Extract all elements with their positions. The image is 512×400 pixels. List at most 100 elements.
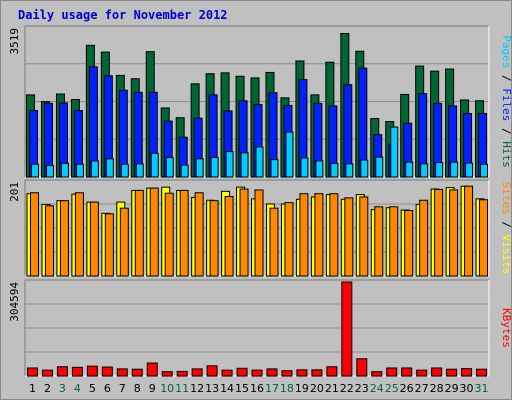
day-label: 23 — [355, 382, 369, 395]
bar-sites — [374, 206, 384, 277]
day-label: 16 — [250, 382, 264, 395]
day-label: 24 — [370, 382, 384, 395]
bar-sites — [44, 205, 54, 277]
day-label: 28 — [430, 382, 444, 395]
day-label: 26 — [400, 382, 414, 395]
legend-part: Visits — [500, 235, 512, 275]
legend-part: / — [500, 215, 512, 235]
bar-sites — [434, 188, 444, 277]
day-label: 5 — [89, 382, 96, 395]
legend-part: Pages — [500, 35, 512, 68]
day-label: 29 — [445, 382, 459, 395]
day-label: 1 — [29, 382, 36, 395]
day-label: 13 — [205, 382, 219, 395]
bar-pages — [45, 165, 54, 178]
bar-kbytes — [281, 370, 293, 377]
day-label: 10 — [160, 382, 174, 395]
day-label: 6 — [104, 382, 111, 395]
bar-files — [343, 84, 353, 178]
bar-pages — [105, 158, 114, 178]
legend-label-2: Sites / Visits — [500, 182, 512, 275]
bar-pages — [360, 159, 369, 178]
bar-sites — [149, 187, 159, 277]
day-label: 4 — [74, 382, 81, 395]
bar-kbytes — [161, 371, 173, 377]
legend-part: / — [500, 121, 512, 141]
bar-sites — [419, 199, 429, 277]
bar-pages — [270, 159, 279, 178]
ymax-label-1: 3519 — [8, 28, 21, 55]
bar-pages — [330, 162, 339, 178]
bar-sites — [464, 185, 474, 277]
bar-kbytes — [371, 371, 383, 377]
bar-pages — [210, 157, 219, 178]
bar-sites — [30, 192, 39, 277]
bar-kbytes — [311, 369, 323, 377]
bar-pages — [345, 163, 354, 178]
bar-kbytes — [476, 368, 488, 377]
bar-pages — [225, 151, 234, 178]
bar-sites — [104, 213, 114, 277]
day-label: 2 — [44, 382, 51, 395]
ymax-label-2: 201 — [8, 182, 21, 202]
bar-kbytes — [461, 368, 473, 377]
bar-kbytes — [416, 369, 428, 377]
bar-sites — [209, 200, 219, 277]
day-label: 30 — [460, 382, 474, 395]
bar-sites — [239, 188, 249, 277]
bar-pages — [75, 163, 84, 178]
bar-kbytes — [431, 367, 443, 377]
bar-kbytes — [176, 370, 188, 377]
bar-sites — [74, 192, 84, 277]
bar-kbytes — [71, 366, 83, 377]
chart-title: Daily usage for November 2012 — [18, 8, 228, 22]
legend-label-1: Pages / Files / Hits — [500, 35, 512, 168]
bar-pages — [240, 152, 249, 178]
bar-sites — [359, 196, 369, 277]
bar-sites — [59, 200, 69, 277]
legend-part: / — [500, 68, 512, 88]
bar-sites — [314, 193, 324, 277]
bar-kbytes — [341, 281, 353, 377]
day-label: 15 — [235, 382, 249, 395]
bar-kbytes — [191, 368, 203, 377]
bar-pages — [120, 163, 129, 178]
bar-kbytes — [266, 368, 278, 377]
ymax-label-3: 304594 — [8, 282, 21, 322]
bar-sites — [269, 207, 279, 277]
bar-sites — [194, 192, 204, 277]
bar-pages — [255, 146, 264, 178]
day-label: 31 — [475, 382, 489, 395]
bar-pages — [300, 157, 309, 178]
bar-pages — [285, 131, 294, 178]
bar-kbytes — [146, 362, 158, 377]
bar-pages — [195, 158, 204, 178]
bar-sites — [224, 195, 234, 277]
day-label: 11 — [175, 382, 189, 395]
day-label: 25 — [385, 382, 399, 395]
day-label: 21 — [325, 382, 339, 395]
day-label: 8 — [134, 382, 141, 395]
bar-sites — [119, 207, 129, 277]
bar-pages — [90, 160, 99, 178]
bar-sites — [284, 202, 294, 277]
bar-sites — [299, 193, 309, 277]
bar-kbytes — [326, 366, 338, 377]
bar-sites — [479, 199, 489, 277]
bar-kbytes — [86, 365, 98, 377]
legend-part: Files — [500, 88, 512, 121]
bar-pages — [135, 163, 144, 178]
day-label: 17 — [265, 382, 279, 395]
bar-sites — [254, 189, 264, 277]
bar-sites — [389, 206, 399, 277]
bar-kbytes — [446, 368, 458, 377]
bar-kbytes — [131, 368, 143, 377]
bar-sites — [329, 193, 339, 277]
bar-kbytes — [41, 369, 53, 377]
legend-part: Hits — [500, 141, 512, 168]
bar-kbytes — [221, 369, 233, 377]
bar-kbytes — [356, 358, 368, 377]
bar-kbytes — [296, 369, 308, 377]
day-label: 20 — [310, 382, 324, 395]
bar-pages — [480, 163, 489, 178]
